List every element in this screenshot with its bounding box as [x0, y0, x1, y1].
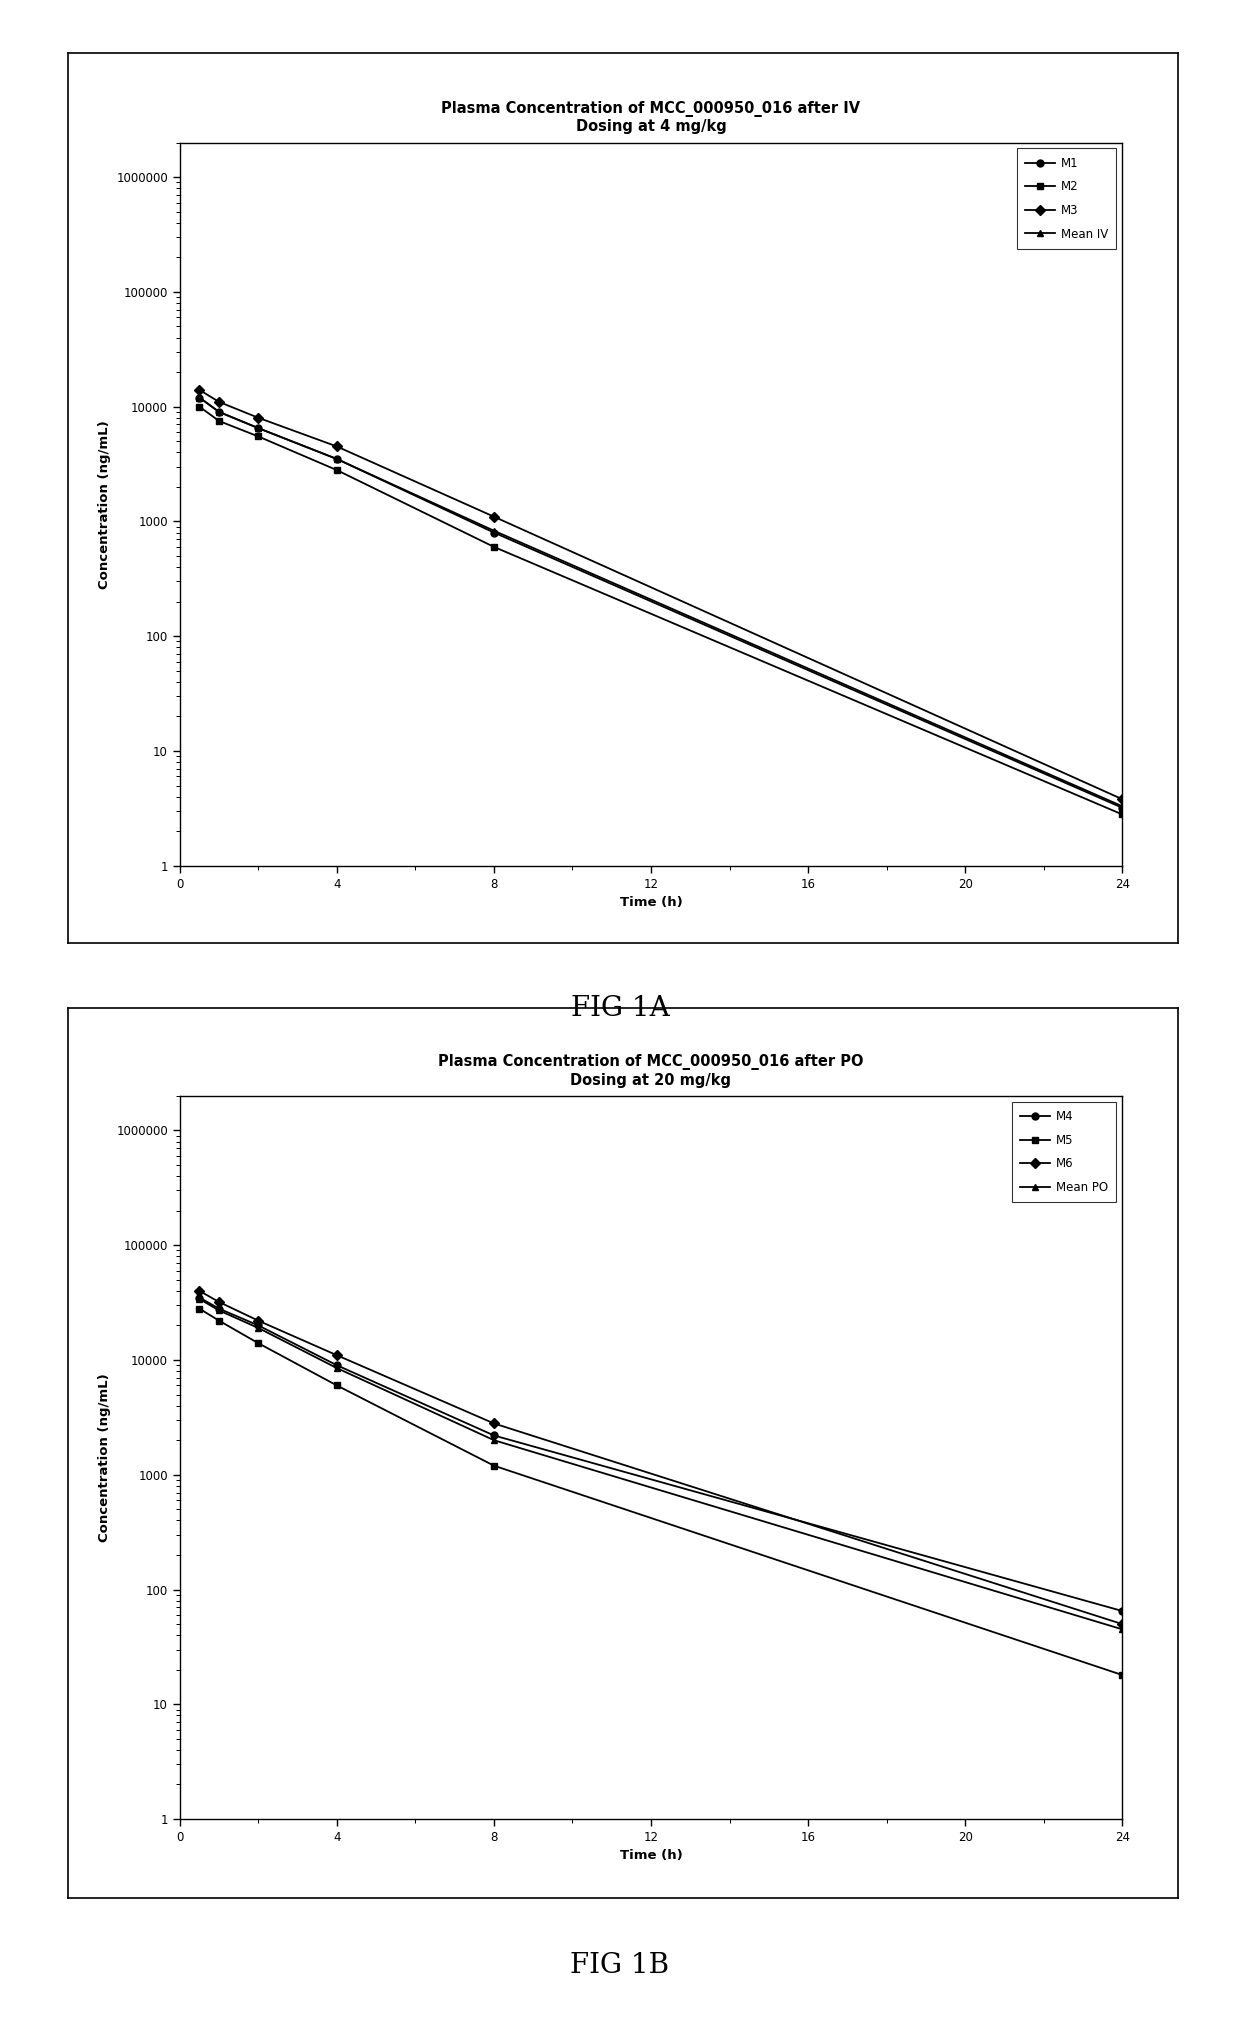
M6	[1115, 1611, 1130, 1636]
M4	[212, 1296, 227, 1320]
Mean PO	[212, 1298, 227, 1322]
Line: M2: M2	[196, 403, 1126, 819]
M3	[250, 405, 265, 430]
Mean IV	[330, 446, 345, 471]
Line: M3: M3	[196, 387, 1126, 803]
Legend: M1, M2, M3, Mean IV: M1, M2, M3, Mean IV	[1017, 149, 1116, 249]
M3	[486, 505, 501, 530]
X-axis label: Time (h): Time (h)	[620, 1850, 682, 1862]
M4	[1115, 1599, 1130, 1623]
M2	[1115, 803, 1130, 827]
Line: M5: M5	[196, 1306, 1126, 1678]
Line: M1: M1	[196, 393, 1126, 811]
M5	[192, 1296, 207, 1320]
M6	[212, 1289, 227, 1314]
M6	[250, 1308, 265, 1332]
M6	[486, 1412, 501, 1436]
M3	[1115, 786, 1130, 811]
Line: Mean IV: Mean IV	[196, 393, 1126, 809]
M2	[250, 424, 265, 448]
Mean IV	[486, 519, 501, 544]
M4	[330, 1353, 345, 1377]
Mean PO	[250, 1316, 265, 1340]
M6	[192, 1279, 207, 1304]
M1	[486, 519, 501, 544]
M1	[192, 385, 207, 409]
Mean PO	[192, 1287, 207, 1312]
Line: M6: M6	[196, 1287, 1126, 1628]
M1	[1115, 796, 1130, 821]
M4	[192, 1285, 207, 1310]
M1	[330, 446, 345, 471]
Title: Plasma Concentration of MCC_000950_016 after IV
Dosing at 4 mg/kg: Plasma Concentration of MCC_000950_016 a…	[441, 102, 861, 134]
Mean IV	[192, 385, 207, 409]
M2	[486, 534, 501, 558]
Line: Mean PO: Mean PO	[196, 1296, 1126, 1634]
M5	[212, 1308, 227, 1332]
Text: FIG 1B: FIG 1B	[570, 1951, 670, 1980]
Y-axis label: Concentration (ng/mL): Concentration (ng/mL)	[98, 420, 110, 589]
Title: Plasma Concentration of MCC_000950_016 after PO
Dosing at 20 mg/kg: Plasma Concentration of MCC_000950_016 a…	[438, 1055, 864, 1088]
M1	[212, 399, 227, 424]
M5	[250, 1330, 265, 1355]
M5	[1115, 1662, 1130, 1687]
M2	[212, 409, 227, 434]
Text: FIG 1A: FIG 1A	[570, 994, 670, 1023]
X-axis label: Time (h): Time (h)	[620, 896, 682, 909]
Mean PO	[1115, 1617, 1130, 1642]
M5	[486, 1454, 501, 1479]
Legend: M4, M5, M6, Mean PO: M4, M5, M6, Mean PO	[1012, 1102, 1116, 1202]
Mean IV	[1115, 794, 1130, 819]
M4	[250, 1314, 265, 1338]
M6	[330, 1342, 345, 1367]
M3	[192, 377, 207, 401]
M3	[212, 389, 227, 414]
Mean PO	[330, 1357, 345, 1381]
Y-axis label: Concentration (ng/mL): Concentration (ng/mL)	[98, 1373, 110, 1542]
Mean IV	[212, 399, 227, 424]
Mean PO	[486, 1428, 501, 1452]
M3	[330, 434, 345, 458]
M4	[486, 1424, 501, 1448]
M2	[192, 395, 207, 420]
M2	[330, 458, 345, 483]
M1	[250, 416, 265, 440]
Line: M4: M4	[196, 1293, 1126, 1615]
M5	[330, 1373, 345, 1397]
Mean IV	[250, 416, 265, 440]
